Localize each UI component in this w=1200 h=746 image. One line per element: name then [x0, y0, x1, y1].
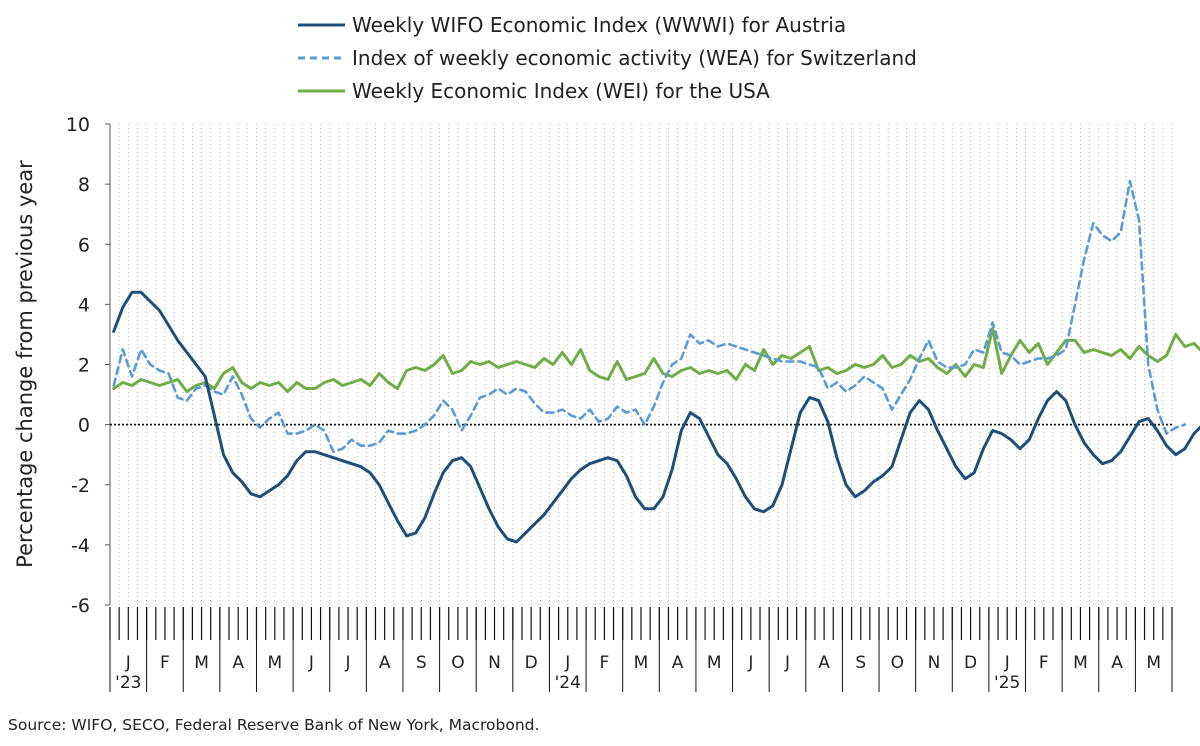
month-label: J — [125, 653, 131, 673]
y-tick-label: 2 — [78, 355, 90, 377]
series-line-wea — [112, 179, 1187, 454]
month-label: J — [1004, 653, 1010, 673]
legend-label-wwwi: Weekly WIFO Economic Index (WWWI) for Au… — [352, 13, 846, 37]
month-label: O — [891, 653, 904, 673]
y-tick-label: 10 — [66, 114, 90, 136]
month-label: M — [707, 653, 722, 673]
month-label: M — [1073, 653, 1088, 673]
y-axis: 10 8 6 4 2 0 -2 -4 -6 — [66, 114, 1172, 617]
month-label: A — [672, 653, 684, 673]
y-tick-label: 0 — [78, 415, 90, 437]
month-label: J — [784, 653, 790, 673]
grid — [109, 124, 1173, 605]
month-label: A — [818, 653, 830, 673]
month-label: S — [416, 653, 427, 673]
y-tick-label: 4 — [78, 294, 90, 316]
month-label: J — [345, 653, 351, 673]
y-axis-title: Percentage change from previous year — [13, 160, 37, 568]
month-label: M — [267, 653, 282, 673]
month-label: N — [488, 653, 501, 673]
month-label: A — [232, 653, 244, 673]
year-label: '25 — [994, 673, 1020, 693]
month-label: F — [1039, 653, 1049, 673]
month-label: M — [634, 653, 649, 673]
month-label: D — [964, 653, 977, 673]
source-note: Source: WIFO, SECO, Federal Reserve Bank… — [8, 716, 540, 734]
month-label: J — [747, 653, 753, 673]
month-label: N — [928, 653, 941, 673]
month-label: A — [379, 653, 391, 673]
month-label: F — [160, 653, 170, 673]
series-line-wwwi — [112, 290, 1200, 544]
year-label: '23 — [115, 673, 141, 693]
month-label: J — [308, 653, 314, 673]
legend-label-wea: Index of weekly economic activity (WEA) … — [352, 46, 917, 70]
legend-label-wei: Weekly Economic Index (WEI) for the USA — [352, 79, 770, 103]
year-label: '24 — [555, 673, 581, 693]
y-tick-label: 6 — [78, 234, 90, 256]
month-label: F — [599, 653, 609, 673]
y-tick-label: -6 — [71, 595, 90, 617]
month-label: A — [1111, 653, 1123, 673]
month-label: D — [525, 653, 538, 673]
series-lines — [112, 179, 1200, 544]
month-label: J — [564, 653, 570, 673]
month-label: M — [1146, 653, 1161, 673]
x-axis: J F M A M J J A S O N D J F M A M J J A S O N D J F M A M '23 '24 '25 — [109, 607, 1173, 693]
month-label: M — [194, 653, 209, 673]
y-tick-label: -2 — [71, 475, 90, 497]
y-tick-label: 8 — [78, 174, 90, 196]
month-label: S — [855, 653, 866, 673]
y-tick-label: -4 — [71, 535, 90, 557]
legend: Weekly WIFO Economic Index (WWWI) for Au… — [298, 13, 917, 103]
month-label: O — [451, 653, 464, 673]
